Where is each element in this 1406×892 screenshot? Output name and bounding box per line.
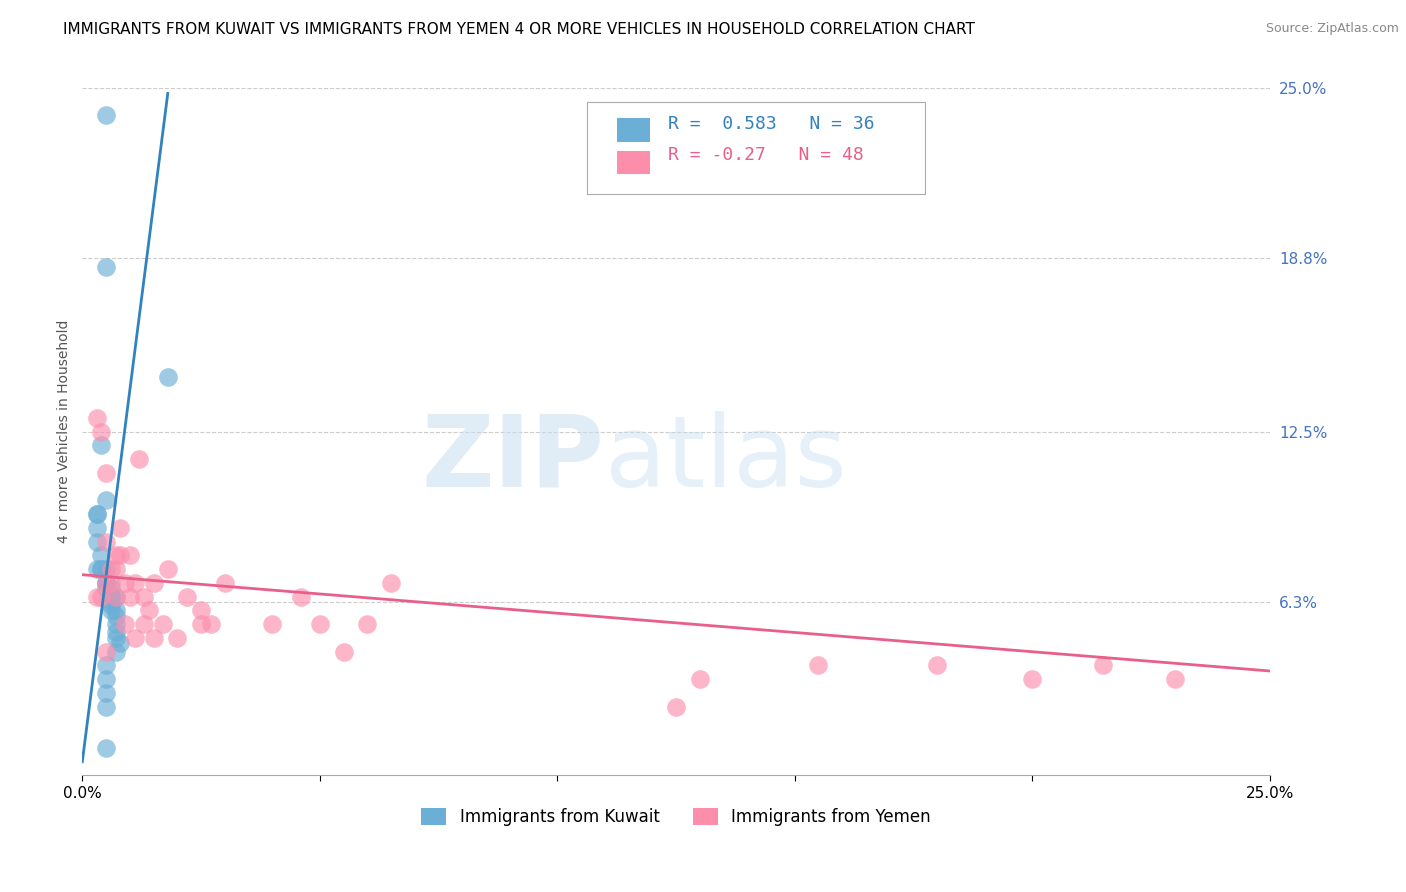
Point	[356, 617, 378, 632]
Point	[124, 631, 146, 645]
Point	[100, 603, 122, 617]
Point	[94, 562, 117, 576]
Point	[1021, 672, 1043, 686]
Point	[138, 603, 160, 617]
Point	[94, 699, 117, 714]
Point	[1163, 672, 1185, 686]
Text: R =  0.583   N = 36: R = 0.583 N = 36	[668, 115, 875, 133]
Point	[807, 658, 830, 673]
Point	[104, 645, 127, 659]
Point	[176, 590, 198, 604]
Point	[124, 576, 146, 591]
Point	[152, 617, 174, 632]
Point	[104, 603, 127, 617]
Point	[132, 590, 155, 604]
Point	[110, 521, 132, 535]
Point	[94, 534, 117, 549]
Point	[927, 658, 949, 673]
Point	[94, 576, 117, 591]
Point	[332, 645, 354, 659]
Point	[104, 631, 127, 645]
Point	[156, 369, 179, 384]
Point	[156, 562, 179, 576]
Point	[104, 562, 127, 576]
Point	[100, 582, 122, 596]
Point	[104, 609, 127, 624]
Point	[104, 590, 127, 604]
Point	[94, 741, 117, 756]
Point	[200, 617, 222, 632]
Point	[94, 686, 117, 700]
Point	[90, 438, 112, 452]
Point	[94, 645, 117, 659]
Point	[90, 590, 112, 604]
Point	[86, 507, 108, 521]
Point	[190, 603, 212, 617]
Point	[110, 636, 132, 650]
Point	[86, 411, 108, 425]
Point	[86, 534, 108, 549]
Point	[94, 260, 117, 274]
Point	[114, 617, 136, 632]
Point	[94, 466, 117, 480]
Text: IMMIGRANTS FROM KUWAIT VS IMMIGRANTS FROM YEMEN 4 OR MORE VEHICLES IN HOUSEHOLD : IMMIGRANTS FROM KUWAIT VS IMMIGRANTS FRO…	[63, 22, 976, 37]
Text: ZIP: ZIP	[422, 410, 605, 508]
Point	[100, 595, 122, 609]
Point	[665, 699, 688, 714]
Point	[100, 590, 122, 604]
Point	[128, 452, 150, 467]
Point	[214, 576, 236, 591]
Point	[104, 549, 127, 563]
Point	[689, 672, 711, 686]
Point	[94, 582, 117, 596]
Point	[142, 631, 165, 645]
Point	[100, 598, 122, 612]
Point	[110, 549, 132, 563]
Point	[118, 549, 141, 563]
Point	[166, 631, 188, 645]
Point	[262, 617, 284, 632]
Point	[90, 549, 112, 563]
Point	[100, 562, 122, 576]
FancyBboxPatch shape	[617, 151, 650, 174]
Point	[94, 658, 117, 673]
Point	[290, 590, 312, 604]
Text: atlas: atlas	[605, 410, 846, 508]
Point	[86, 562, 108, 576]
Point	[118, 590, 141, 604]
Point	[100, 590, 122, 604]
Point	[94, 576, 117, 591]
Point	[94, 576, 117, 591]
Point	[142, 576, 165, 591]
Text: R = -0.27   N = 48: R = -0.27 N = 48	[668, 146, 863, 164]
Point	[132, 617, 155, 632]
Text: Source: ZipAtlas.com: Source: ZipAtlas.com	[1265, 22, 1399, 36]
Point	[86, 521, 108, 535]
Point	[1092, 658, 1115, 673]
Point	[104, 625, 127, 640]
Legend: Immigrants from Kuwait, Immigrants from Yemen: Immigrants from Kuwait, Immigrants from …	[415, 801, 938, 832]
Point	[94, 672, 117, 686]
Point	[86, 590, 108, 604]
Point	[114, 576, 136, 591]
Point	[90, 425, 112, 439]
FancyBboxPatch shape	[617, 119, 650, 142]
Point	[100, 576, 122, 591]
Point	[90, 562, 112, 576]
Point	[380, 576, 402, 591]
Point	[190, 617, 212, 632]
Point	[94, 493, 117, 508]
Point	[94, 108, 117, 122]
Point	[104, 617, 127, 632]
Point	[104, 590, 127, 604]
Point	[308, 617, 330, 632]
Point	[90, 562, 112, 576]
FancyBboxPatch shape	[586, 102, 925, 194]
Point	[86, 507, 108, 521]
Y-axis label: 4 or more Vehicles in Household: 4 or more Vehicles in Household	[58, 320, 72, 543]
